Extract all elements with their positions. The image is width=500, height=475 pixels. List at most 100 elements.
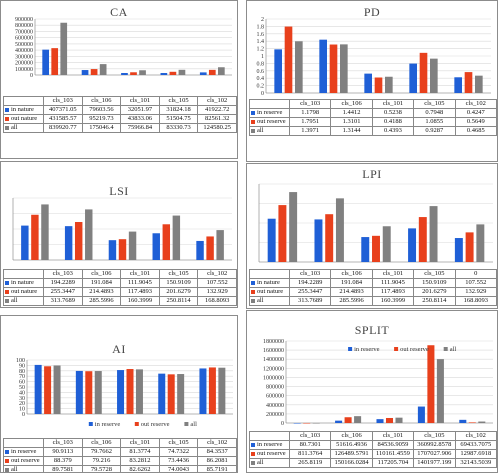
- lpi-chart-panel: LPI cls_103 cls_106 cls_101 cls_105 0 in natu…: [246, 163, 498, 309]
- bar: [167, 374, 175, 414]
- category-label: cls_103: [43, 269, 83, 279]
- y-tick-label: 0.2: [257, 84, 265, 90]
- data-label: 0.4685: [454, 126, 497, 136]
- bar: [208, 69, 216, 75]
- table-corner-cell: [249, 99, 290, 109]
- data-label: 89.7581: [43, 465, 83, 472]
- chart-title: LPI: [362, 167, 382, 181]
- table-row: all 313.7689 285.5996 160.3999 250.8114 168.8…: [3, 296, 237, 306]
- data-label: 313.7689: [43, 296, 83, 306]
- table-row: all 313.7689 285.5996 160.3999 250.8114 168.8…: [249, 296, 497, 306]
- series-label-cell: out nature: [3, 114, 44, 124]
- table-corner-cell: [249, 431, 290, 441]
- bar: [118, 239, 127, 260]
- series-name: all: [11, 297, 18, 305]
- data-label: 79.5728: [81, 465, 122, 472]
- series-name: in reserve: [11, 448, 37, 456]
- data-label: 201.6279: [158, 287, 199, 297]
- lsi-chart-panel: LSI cls_103 cls_106 cls_101 cls_105 cls_102 i…: [0, 161, 238, 308]
- y-tick-label: 90: [19, 363, 25, 369]
- y-tick-label: 2: [261, 17, 264, 23]
- bar: [160, 73, 168, 75]
- series-label-cell: all: [249, 458, 290, 468]
- chart-title: CA: [110, 5, 128, 19]
- bar: [199, 368, 207, 414]
- bar: [427, 345, 435, 423]
- data-label: 168.8093: [454, 296, 497, 306]
- bar: [289, 192, 298, 262]
- data-label: 90.9113: [43, 447, 83, 457]
- data-label: 32051.97: [120, 105, 160, 115]
- y-tick-label: 800000: [15, 23, 33, 29]
- data-label: 160.3999: [371, 296, 415, 306]
- data-label: 250.8114: [413, 296, 456, 306]
- bar: [199, 72, 207, 75]
- bar: [60, 22, 68, 75]
- chart-title: PD: [363, 5, 381, 19]
- y-tick-label: 20: [19, 401, 25, 407]
- series-swatch: [5, 289, 9, 294]
- series-label-cell: in nature: [249, 278, 290, 288]
- data-label: 84.3537: [197, 447, 237, 457]
- bar: [42, 49, 50, 75]
- bar: [94, 371, 102, 414]
- data-label: 124580.25: [197, 123, 237, 133]
- pd-chart-svg: 00.2 0.40.6 0.811.2 1.41.6 1.82: [257, 17, 491, 97]
- data-label: 839920.77: [43, 123, 83, 133]
- lsi-chart-svg: [12, 197, 232, 261]
- table-row: in reserve 90.9113 79.7662 81.3774 74.7322 84…: [3, 447, 237, 457]
- data-label: 12987.6918: [454, 449, 497, 459]
- data-label: 74.0043: [158, 465, 199, 472]
- series-name: out nature: [11, 288, 38, 296]
- table-row: in nature 194.2289 191.084 111.9045 150.9109…: [249, 278, 497, 288]
- data-label: 83.2812: [120, 456, 160, 466]
- bar: [206, 236, 214, 260]
- y-tick-label: 30: [19, 396, 25, 402]
- bar: [314, 219, 323, 262]
- bar: [295, 41, 303, 93]
- y-tick-label: 1600000: [263, 348, 284, 354]
- series-name: all: [11, 124, 18, 132]
- data-label: 31824.18: [158, 105, 199, 115]
- data-label: 85.7191: [197, 465, 237, 472]
- data-label: 1.4412: [330, 108, 373, 118]
- category-label: cls_101: [371, 269, 415, 279]
- series-swatch: [251, 442, 255, 447]
- bar: [454, 238, 463, 262]
- data-label: 51616.4936: [330, 440, 373, 450]
- data-label: 75966.84: [120, 123, 160, 133]
- data-label: 117.4893: [120, 287, 160, 297]
- table-row: out nature 431585.57 95219.73 43833.06 51504…: [3, 114, 237, 124]
- table-row: in reserve 1.1798 1.4412 0.5238 0.7948 0.4247: [249, 108, 497, 118]
- table-row: out nature 255.3447 214.4893 117.4893 201.62…: [249, 287, 497, 297]
- category-label: cls_102: [454, 99, 497, 109]
- bar: [135, 369, 143, 414]
- series-name: out nature: [257, 288, 284, 296]
- data-table: cls_103 cls_106 cls_101 cls_105 0 in nature 19…: [249, 269, 497, 306]
- bar: [64, 226, 73, 260]
- data-label: 175046.4: [81, 123, 122, 133]
- data-label: 160.3999: [120, 296, 160, 306]
- y-tick-label: 900000: [15, 17, 33, 23]
- y-tick-label: 0: [281, 421, 284, 427]
- series-name: out reserve: [257, 450, 286, 458]
- y-tick-label: 1.8: [257, 24, 265, 30]
- data-label: 194.2289: [288, 278, 332, 288]
- bar: [128, 231, 137, 260]
- bar: [476, 224, 485, 262]
- series-name: out nature: [11, 115, 38, 123]
- bar: [121, 73, 128, 75]
- table-row: all 265.8119 150166.0284 117205.704 1401977.…: [249, 458, 497, 468]
- data-label: 201.6279: [413, 287, 456, 297]
- series-name: all: [257, 127, 264, 135]
- table-row: out reserve 811.3764 126489.5791 110161.455…: [249, 449, 497, 459]
- bar: [408, 228, 417, 262]
- data-label: 126489.5791: [330, 449, 373, 459]
- y-tick-label: 1.6: [257, 32, 265, 38]
- legend-label: all: [190, 421, 197, 428]
- bar: [172, 215, 181, 260]
- category-label: cls_106: [330, 99, 373, 109]
- bar: [99, 64, 107, 75]
- bar: [468, 422, 476, 423]
- series-label-cell: in reserve: [249, 440, 290, 450]
